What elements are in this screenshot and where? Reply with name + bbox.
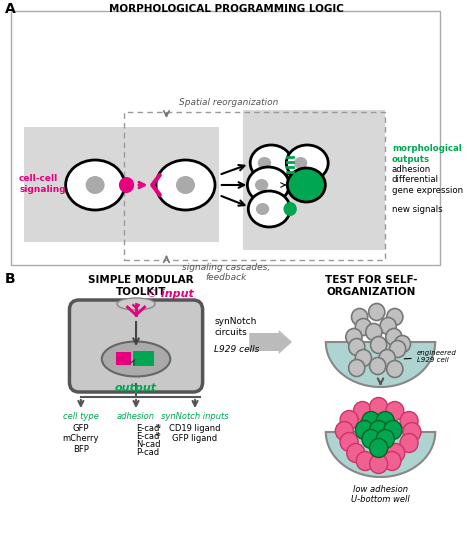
Text: hi: hi <box>155 424 161 429</box>
Ellipse shape <box>86 176 105 194</box>
Text: cell-cell
signaling: cell-cell signaling <box>19 175 66 194</box>
Circle shape <box>400 433 418 453</box>
Circle shape <box>380 317 396 335</box>
Text: L929 cells: L929 cells <box>214 345 259 353</box>
Circle shape <box>387 308 403 325</box>
Text: differential
gene expression: differential gene expression <box>392 175 463 195</box>
Text: adhesion: adhesion <box>392 165 431 175</box>
Circle shape <box>376 430 394 448</box>
Text: TEST FOR SELF-
ORGANIZATION: TEST FOR SELF- ORGANIZATION <box>325 275 417 296</box>
Ellipse shape <box>117 298 155 310</box>
FancyBboxPatch shape <box>116 352 131 365</box>
Ellipse shape <box>258 157 271 169</box>
Text: synNotch inputs: synNotch inputs <box>161 412 229 421</box>
Circle shape <box>366 323 382 340</box>
Circle shape <box>283 202 297 216</box>
Ellipse shape <box>65 160 125 210</box>
Circle shape <box>370 358 386 374</box>
Circle shape <box>384 420 402 439</box>
Circle shape <box>340 410 358 430</box>
Circle shape <box>383 452 401 470</box>
Text: morphological
outputs: morphological outputs <box>392 144 462 164</box>
FancyBboxPatch shape <box>24 127 219 242</box>
Circle shape <box>352 308 368 325</box>
Ellipse shape <box>255 179 268 191</box>
Text: adhesion: adhesion <box>117 412 155 421</box>
Circle shape <box>386 329 402 345</box>
Circle shape <box>400 411 418 431</box>
Text: new signals: new signals <box>392 205 443 214</box>
Circle shape <box>369 303 385 321</box>
Circle shape <box>362 411 380 431</box>
Ellipse shape <box>287 168 325 202</box>
Circle shape <box>370 397 388 417</box>
FancyBboxPatch shape <box>70 300 202 392</box>
Text: low adhesion
U-bottom well: low adhesion U-bottom well <box>351 485 410 504</box>
Ellipse shape <box>250 145 292 181</box>
Polygon shape <box>326 432 435 477</box>
FancyArrow shape <box>249 330 292 354</box>
Text: N-cad: N-cad <box>136 440 161 449</box>
Text: SIMPLE MODULAR
TOOLKIT: SIMPLE MODULAR TOOLKIT <box>88 275 193 296</box>
Text: P-cad: P-cad <box>136 448 159 457</box>
Polygon shape <box>326 342 435 387</box>
Circle shape <box>340 432 358 452</box>
Circle shape <box>119 177 134 193</box>
Text: engineered
L929 cell: engineered L929 cell <box>404 351 456 364</box>
Circle shape <box>390 340 406 358</box>
Text: CD19 ligand
GFP ligand: CD19 ligand GFP ligand <box>169 424 221 444</box>
Circle shape <box>370 454 388 474</box>
Text: E-cad: E-cad <box>136 424 159 433</box>
Ellipse shape <box>102 342 170 376</box>
Ellipse shape <box>176 176 195 194</box>
Text: Spatial reorganization: Spatial reorganization <box>179 98 278 107</box>
Text: cell type: cell type <box>63 412 99 421</box>
Ellipse shape <box>294 157 307 169</box>
Circle shape <box>335 422 354 440</box>
Ellipse shape <box>247 167 289 203</box>
Circle shape <box>376 411 394 431</box>
Text: output: output <box>115 383 157 393</box>
Circle shape <box>370 439 388 458</box>
Circle shape <box>403 423 421 441</box>
Text: synNotch
circuits: synNotch circuits <box>214 317 256 337</box>
Text: lo: lo <box>155 432 161 437</box>
Circle shape <box>370 420 388 439</box>
Circle shape <box>394 336 410 352</box>
Text: A: A <box>5 2 16 16</box>
Circle shape <box>356 350 372 366</box>
FancyBboxPatch shape <box>11 11 439 265</box>
Text: E-cad: E-cad <box>136 432 159 441</box>
FancyBboxPatch shape <box>133 351 154 366</box>
Ellipse shape <box>248 191 290 227</box>
Circle shape <box>349 359 365 376</box>
Circle shape <box>387 444 405 462</box>
Text: signaling cascades,
feedback: signaling cascades, feedback <box>182 263 271 282</box>
Ellipse shape <box>156 160 215 210</box>
Circle shape <box>354 402 372 420</box>
Circle shape <box>362 430 380 448</box>
Circle shape <box>371 337 387 353</box>
Circle shape <box>386 402 404 420</box>
Circle shape <box>356 420 374 439</box>
Text: ☉ input: ☉ input <box>146 289 193 299</box>
Circle shape <box>349 338 365 355</box>
Circle shape <box>356 318 372 336</box>
FancyBboxPatch shape <box>243 110 385 250</box>
Text: GFP
mCherry
BFP: GFP mCherry BFP <box>63 424 99 454</box>
Circle shape <box>346 329 362 345</box>
Text: B: B <box>5 272 15 286</box>
Text: MORPHOLOGICAL PROGRAMMING LOGIC: MORPHOLOGICAL PROGRAMMING LOGIC <box>109 4 344 14</box>
Circle shape <box>347 444 365 462</box>
Ellipse shape <box>286 145 328 181</box>
Circle shape <box>379 350 395 366</box>
Ellipse shape <box>256 203 269 215</box>
Circle shape <box>387 360 403 378</box>
Circle shape <box>356 452 374 470</box>
